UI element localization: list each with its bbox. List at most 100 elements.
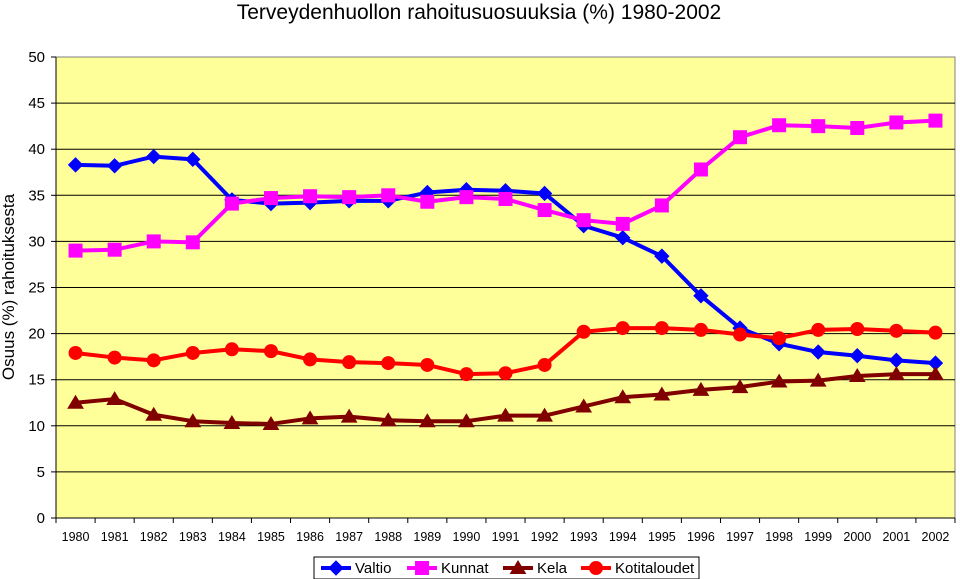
data-point-kela (927, 366, 944, 381)
legend-marker-valtio (328, 560, 344, 576)
data-point-kunnat (342, 190, 357, 205)
data-point-kunnat (68, 243, 83, 258)
data-point-kela (340, 408, 358, 423)
data-point-kunnat (615, 216, 630, 231)
data-point-kela (887, 366, 905, 381)
x-tick-label: 1999 (804, 530, 832, 544)
gridlines (56, 102, 955, 473)
x-tick-label: 1997 (726, 530, 754, 544)
data-point-kotitaloudet (693, 322, 708, 337)
x-tick-label: 1996 (687, 530, 715, 544)
data-point-kela (301, 410, 319, 425)
data-point-valtio (810, 344, 826, 360)
data-point-valtio (146, 148, 162, 165)
x-tick-label: 1994 (609, 530, 637, 544)
y-tick-label: 15 (28, 372, 45, 389)
data-point-kela (145, 406, 163, 421)
data-point-valtio (693, 288, 709, 304)
x-tick-label: 1985 (257, 530, 285, 544)
x-tick-label: 1984 (218, 530, 246, 544)
data-point-kunnat (185, 235, 200, 250)
data-point-kela (731, 379, 749, 394)
data-point-kunnat (224, 196, 239, 211)
data-point-kela (262, 415, 280, 430)
data-point-kotitaloudet (615, 321, 630, 336)
data-point-kunnat (693, 162, 708, 177)
data-point-valtio (106, 158, 123, 174)
data-point-kela (418, 413, 436, 428)
chart-title: Terveydenhuollon rahoitusuosuuksia (%) 1… (237, 1, 721, 24)
data-point-kotitaloudet (498, 366, 513, 381)
x-tick-label: 2000 (843, 530, 871, 544)
x-tick-label: 1998 (765, 530, 793, 544)
y-axis-label: Osuus (%) rahoituksesta (0, 193, 18, 380)
legend-marker-kotitaloudet (589, 561, 603, 575)
data-point-kunnat (459, 190, 474, 205)
data-point-kotitaloudet (185, 345, 200, 360)
data-point-kotitaloudet (928, 325, 943, 340)
x-tick-label: 1993 (570, 530, 598, 544)
data-point-kotitaloudet (811, 322, 826, 337)
y-tick-label: 25 (28, 280, 45, 297)
data-point-kela (458, 413, 475, 428)
legend-marker-kunnat (415, 561, 429, 575)
data-point-kotitaloudet (381, 356, 396, 371)
data-point-kunnat (381, 188, 396, 203)
series-kunnat (68, 113, 943, 258)
data-point-kotitaloudet (576, 324, 591, 339)
series-group (67, 113, 944, 430)
data-point-kotitaloudet (733, 327, 748, 342)
data-point-valtio (849, 348, 865, 364)
data-point-kotitaloudet (342, 355, 357, 370)
data-point-kunnat (850, 120, 865, 135)
data-point-kotitaloudet (654, 321, 669, 336)
data-point-kela (536, 407, 553, 422)
data-point-kela (809, 372, 827, 387)
legend-label-valtio: Valtio (355, 560, 391, 577)
y-tick-label: 20 (28, 326, 45, 343)
data-point-kotitaloudet (146, 353, 161, 368)
data-point-kunnat (263, 191, 278, 206)
x-tick-label: 1987 (335, 530, 363, 544)
series-kotitaloudet (68, 321, 943, 382)
data-point-kunnat (928, 113, 943, 128)
data-point-kotitaloudet (420, 357, 435, 372)
data-point-kela (106, 391, 124, 406)
data-point-kela (653, 386, 671, 401)
data-point-kotitaloudet (850, 321, 865, 336)
data-point-kunnat (107, 242, 122, 257)
data-point-kunnat (772, 118, 787, 133)
data-point-kunnat (811, 119, 826, 134)
data-point-kotitaloudet (889, 323, 904, 338)
data-point-kela (379, 412, 397, 427)
data-point-kela (848, 368, 866, 383)
data-point-kunnat (498, 191, 513, 206)
data-point-kela (184, 413, 202, 428)
x-tick-label: 1991 (492, 530, 520, 544)
data-point-kotitaloudet (459, 367, 474, 382)
data-point-kotitaloudet (772, 331, 787, 346)
data-point-valtio (615, 230, 631, 246)
data-point-kunnat (576, 213, 591, 228)
legend: Valtio Kunnat Kela Kotitaloudet (313, 556, 700, 579)
x-tick-label: 1986 (296, 530, 324, 544)
legend-marker-kela (509, 560, 527, 574)
x-tick-label: 1995 (648, 530, 676, 544)
data-point-kunnat (654, 198, 669, 213)
x-tick-label: 1989 (413, 530, 441, 544)
data-point-kunnat (537, 203, 552, 218)
x-tick-label: 1982 (140, 530, 168, 544)
data-point-kela (692, 381, 710, 396)
x-tick-label: 1992 (531, 530, 559, 544)
x-tick-label: 1990 (453, 530, 481, 544)
data-point-kotitaloudet (107, 350, 122, 365)
legend-label-kotitaloudet: Kotitaloudet (615, 560, 695, 577)
data-point-valtio (67, 157, 84, 173)
x-tick-label: 1988 (374, 530, 402, 544)
x-axis-ticks: 1980 1981 1982 1983 1984 1985 1986 1987 1988 1989… (55, 517, 956, 544)
data-point-kela (223, 415, 241, 430)
data-point-valtio (536, 185, 553, 202)
data-point-kela (770, 373, 788, 388)
y-tick-label: 10 (28, 418, 45, 435)
